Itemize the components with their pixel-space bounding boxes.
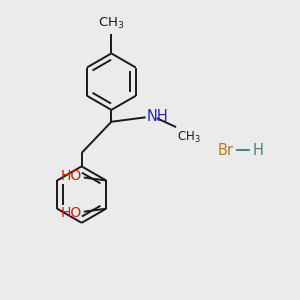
- Text: HO: HO: [61, 169, 82, 183]
- Text: NH: NH: [147, 109, 169, 124]
- Text: CH$_3$: CH$_3$: [98, 15, 124, 31]
- Text: Br: Br: [217, 142, 233, 158]
- Text: H: H: [253, 142, 263, 158]
- Text: HO: HO: [61, 206, 82, 220]
- Text: CH$_3$: CH$_3$: [177, 130, 201, 145]
